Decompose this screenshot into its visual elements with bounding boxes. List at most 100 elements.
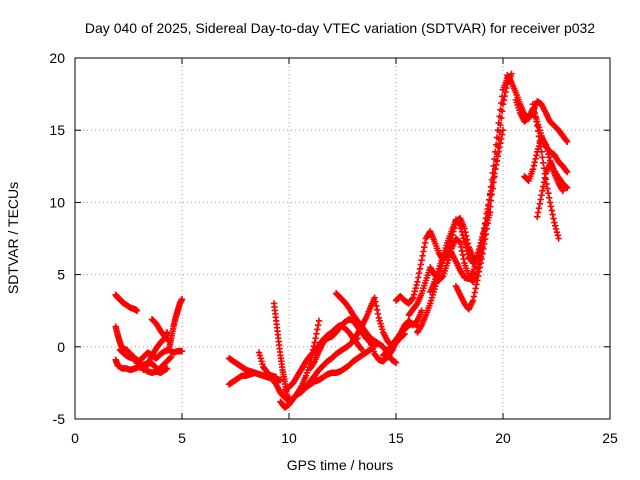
- data-point: [546, 154, 553, 161]
- data-point: [482, 230, 490, 238]
- data-point: [486, 203, 494, 210]
- data-point: [372, 298, 379, 305]
- data-point: [473, 281, 480, 288]
- y-tick-label: 0: [57, 339, 65, 355]
- data-point: [541, 174, 549, 182]
- data-series: [379, 320, 421, 359]
- data-point: [534, 122, 541, 130]
- data-point: [548, 207, 555, 214]
- data-point: [531, 109, 538, 117]
- data-point: [460, 235, 467, 242]
- data-point: [492, 158, 500, 165]
- data-point: [508, 70, 515, 78]
- data-point: [313, 330, 320, 338]
- data-point: [178, 347, 186, 355]
- data-series: [112, 291, 141, 314]
- x-tick-label: 15: [388, 430, 404, 446]
- data-point: [487, 197, 495, 204]
- data-point: [530, 105, 538, 112]
- data-point: [471, 289, 478, 296]
- data-point: [549, 211, 556, 218]
- data-point: [543, 144, 550, 152]
- data-point: [457, 222, 464, 229]
- data-point: [503, 84, 510, 92]
- data-point: [563, 137, 570, 144]
- data-point: [535, 133, 543, 140]
- data-point: [277, 376, 284, 384]
- y-axis-label: SDTVAR / TECUs: [5, 182, 21, 294]
- data-point: [474, 277, 481, 284]
- data-point: [412, 284, 419, 292]
- data-point: [312, 334, 319, 342]
- data-point: [474, 252, 481, 260]
- plot-frame: [74, 57, 611, 420]
- data-point: [533, 118, 540, 125]
- data-point: [459, 251, 466, 259]
- data-point: [311, 339, 318, 346]
- data-point: [489, 185, 496, 192]
- x-tick-label: 20: [495, 430, 511, 446]
- data-point: [535, 204, 543, 212]
- data-series: [277, 346, 374, 411]
- data-point: [460, 255, 467, 263]
- data-point: [536, 200, 544, 208]
- data-point: [532, 155, 539, 162]
- data-point: [490, 179, 497, 186]
- data-point: [477, 259, 484, 267]
- data-point: [411, 288, 419, 295]
- y-tick-label: 15: [49, 122, 65, 138]
- data-point: [540, 183, 547, 190]
- data-point: [539, 154, 546, 161]
- data-point: [537, 196, 544, 203]
- data-point: [531, 159, 538, 166]
- data-point: [314, 326, 321, 333]
- data-point: [530, 162, 538, 169]
- data-point: [534, 209, 542, 216]
- data-point: [373, 306, 381, 314]
- data-point: [474, 249, 482, 256]
- data-point: [497, 121, 504, 129]
- data-point: [392, 359, 400, 366]
- data-point: [469, 297, 477, 304]
- data-point: [550, 215, 557, 222]
- data-point: [358, 346, 365, 353]
- data-series: [534, 160, 567, 221]
- data-points: [112, 70, 571, 411]
- data-point: [315, 317, 323, 325]
- axis-ticks: [74, 57, 611, 420]
- data-point: [546, 199, 554, 206]
- y-tick-label: 10: [49, 194, 65, 210]
- y-tick-label: -5: [53, 411, 66, 427]
- data-series: [405, 75, 511, 319]
- data-point: [491, 173, 498, 180]
- data-point: [357, 345, 365, 352]
- data-point: [415, 274, 422, 281]
- data-point: [563, 183, 570, 191]
- data-point: [409, 295, 416, 303]
- data-point: [474, 272, 482, 280]
- data-point: [545, 150, 552, 158]
- data-point: [457, 239, 464, 247]
- data-point: [555, 235, 562, 242]
- data-point: [461, 238, 468, 245]
- data-point: [534, 213, 541, 221]
- data-point: [463, 247, 471, 255]
- data-point: [537, 143, 544, 150]
- data-point: [564, 138, 571, 145]
- data-point: [536, 138, 544, 145]
- data-point: [498, 107, 506, 115]
- data-point: [456, 221, 463, 228]
- data-point: [480, 240, 488, 248]
- data-point: [553, 228, 561, 236]
- y-tick-labels: -5 0 5 10 15 20: [49, 50, 65, 427]
- data-point: [485, 214, 492, 221]
- data-point: [421, 243, 428, 251]
- data-point: [167, 354, 174, 361]
- data-point: [413, 281, 420, 289]
- x-tick-labels: 0 5 10 15 20 25: [71, 430, 618, 446]
- data-point: [552, 222, 559, 229]
- data-point: [539, 187, 546, 195]
- data-point: [544, 185, 551, 192]
- data-point: [564, 184, 571, 192]
- data-series: [140, 329, 171, 374]
